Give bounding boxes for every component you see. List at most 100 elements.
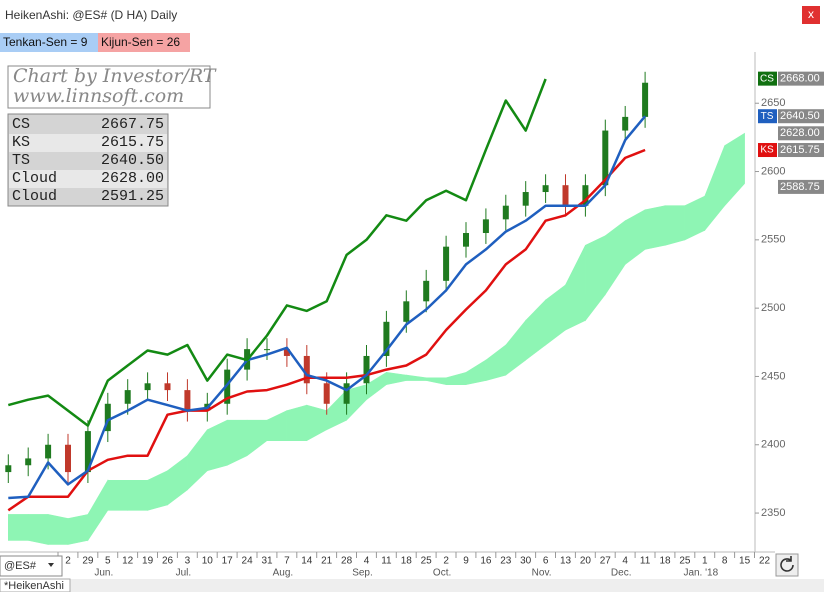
y-tick-label: 2400 xyxy=(761,439,785,451)
info-value: 2591.25 xyxy=(101,188,164,205)
x-tick-label: 9 xyxy=(463,556,469,567)
tab-label[interactable]: Kijun-Sen = 26 xyxy=(101,35,180,49)
month-label: Jan. '18 xyxy=(683,568,718,579)
x-tick-label: 20 xyxy=(580,556,592,567)
tab-label[interactable]: Tenkan-Sen = 9 xyxy=(3,35,88,49)
close-button[interactable] xyxy=(802,6,820,24)
candle-body xyxy=(65,444,71,473)
x-tick-label: 29 xyxy=(82,556,94,567)
cloud-segment xyxy=(664,205,686,246)
info-label: KS xyxy=(12,134,30,151)
candle-body xyxy=(522,192,529,206)
y-tick-label: 2600 xyxy=(761,165,785,177)
flag-tag-label: KS xyxy=(760,145,774,156)
info-value: 2640.50 xyxy=(101,152,164,169)
x-tick-label: 26 xyxy=(162,556,174,567)
x-tick-label: 3 xyxy=(185,556,191,567)
price-flag xyxy=(778,179,824,194)
cloud-segment xyxy=(286,404,308,441)
x-tick-label: 4 xyxy=(364,556,370,567)
y-tick-label: 2500 xyxy=(761,302,785,314)
candle-body xyxy=(622,116,629,131)
x-tick-label: 11 xyxy=(640,556,651,567)
info-value: 2667.75 xyxy=(101,116,164,133)
x-tick-label: 17 xyxy=(222,556,234,567)
info-value: 2615.75 xyxy=(101,134,164,151)
candle-body xyxy=(25,458,32,466)
symbol-combo[interactable] xyxy=(0,555,63,577)
cloud-segment xyxy=(724,132,745,207)
month-label: Sep. xyxy=(352,568,373,579)
info-label: TS xyxy=(12,152,30,169)
candle-body xyxy=(423,280,430,302)
sheet-tab[interactable] xyxy=(0,578,71,592)
combo-arrow xyxy=(48,563,54,567)
candle-body xyxy=(5,465,12,473)
x-tick-label: 18 xyxy=(401,556,413,567)
y-tick-label: 2350 xyxy=(761,507,785,519)
x-tick-label: 24 xyxy=(242,556,254,567)
candle-body xyxy=(264,349,270,351)
price-flag xyxy=(778,143,824,158)
candle-body xyxy=(45,444,52,459)
cloud-segment xyxy=(47,514,69,545)
watermark: www.linnsoft.com xyxy=(13,85,184,107)
y-tick-label: 2450 xyxy=(761,370,785,382)
x-tick-label: 16 xyxy=(480,556,492,567)
x-tick-label: 7 xyxy=(284,556,290,567)
month-label: Jun. xyxy=(94,568,113,579)
candle-body xyxy=(562,185,569,206)
candle-body xyxy=(443,246,450,281)
x-tick-label: 10 xyxy=(202,556,214,567)
tab[interactable] xyxy=(0,33,98,52)
candle-body xyxy=(602,130,609,186)
price-flag xyxy=(778,109,824,124)
close-label[interactable]: x xyxy=(808,7,814,21)
info-row xyxy=(9,170,167,188)
x-tick-label: 18 xyxy=(659,556,671,567)
candle-body xyxy=(104,403,111,432)
x-tick-label: 8 xyxy=(722,556,728,567)
x-tick-label: 1 xyxy=(702,556,708,567)
sheet-bar xyxy=(0,579,824,592)
candle-body xyxy=(323,383,330,404)
info-box xyxy=(7,113,169,207)
symbol[interactable]: @ES# xyxy=(4,560,37,572)
price-flag xyxy=(778,71,824,86)
refresh-icon xyxy=(780,556,794,572)
watermark: Chart by Investor/RT xyxy=(13,65,217,87)
y-tick-label: 2650 xyxy=(761,97,785,109)
x-tick-label: 31 xyxy=(261,556,273,567)
x-tick-label: 15 xyxy=(739,556,751,567)
candle-body xyxy=(303,355,310,384)
candle-body xyxy=(184,390,191,411)
x-tick-label: 14 xyxy=(301,556,313,567)
x-tick-label: 30 xyxy=(520,556,532,567)
refresh-button[interactable] xyxy=(775,553,799,577)
candle-body xyxy=(502,205,509,220)
candle-body xyxy=(363,355,370,384)
month-label: Jul. xyxy=(176,568,192,579)
candle-body xyxy=(144,383,151,391)
tab[interactable] xyxy=(98,33,190,52)
candle-body xyxy=(224,369,231,404)
indicator-line xyxy=(8,115,647,500)
x-tick-label: 19 xyxy=(142,556,154,567)
info-label: Cloud xyxy=(12,188,57,205)
cloud-segment xyxy=(8,514,29,541)
indicator-line xyxy=(7,78,547,427)
x-tick-label: 11 xyxy=(381,556,392,567)
tab-bar: Tenkan-Sen = 9 Kijun-Sen = 26 xyxy=(0,33,190,52)
info-row xyxy=(9,134,167,152)
y-tick-label: 2550 xyxy=(761,234,785,246)
sheet-tab-label[interactable]: *HeikenAshi xyxy=(4,580,64,592)
x-tick-label: 12 xyxy=(122,556,134,567)
x-tick-label: 25 xyxy=(421,556,433,567)
flag-tag-label: TS xyxy=(761,111,774,122)
window-title: HeikenAshi: @ES# (D HA) Daily xyxy=(5,8,177,22)
x-tick-label: 28 xyxy=(341,556,353,567)
price-flag-label: 2668.00 xyxy=(780,73,820,85)
flag-tag xyxy=(758,109,777,124)
